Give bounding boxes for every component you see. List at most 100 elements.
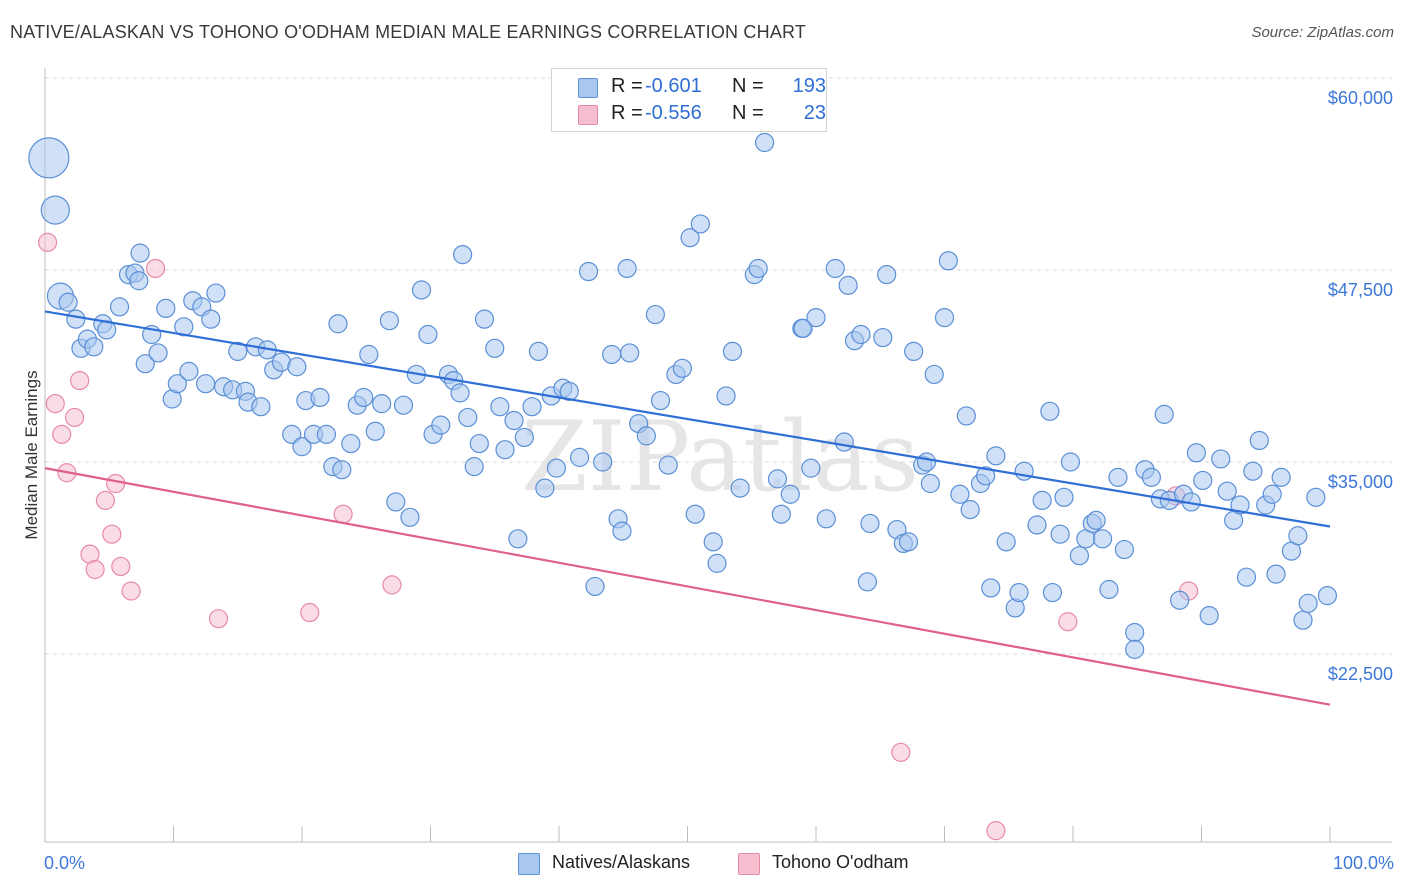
natives-point (379, 311, 399, 331)
natives-point (1054, 487, 1074, 507)
natives-point (730, 478, 750, 498)
natives-point (508, 529, 528, 549)
natives-point (1199, 605, 1219, 626)
y-tick-label: $60,000 (1328, 88, 1393, 108)
natives-point (386, 492, 406, 512)
natives-point (559, 381, 579, 401)
natives-point (464, 457, 484, 477)
natives-point (1032, 490, 1052, 510)
natives-point (156, 298, 176, 318)
natives-point (793, 318, 813, 338)
natives-point (685, 504, 705, 524)
natives-point (1186, 443, 1206, 463)
natives-point (228, 341, 248, 362)
natives-point (722, 341, 743, 362)
natives-point (354, 387, 374, 408)
natives-point (490, 397, 510, 417)
natives-point (938, 251, 958, 271)
natives-point (359, 344, 379, 365)
natives-point (650, 390, 671, 411)
natives-point (167, 374, 187, 394)
y-tick-label: $22,500 (1328, 664, 1393, 684)
natives-point (1154, 404, 1174, 424)
natives-point (130, 243, 150, 263)
source-label: Source: ZipAtlas.com (1251, 24, 1394, 41)
natives-point (1009, 582, 1029, 603)
natives-point (365, 421, 385, 441)
natives-point (806, 308, 826, 328)
natives-point (578, 261, 599, 282)
natives-point (801, 458, 821, 478)
natives-point (251, 397, 271, 417)
natives-point (585, 576, 605, 597)
natives-point (28, 137, 70, 179)
natives-point (1243, 461, 1263, 481)
natives-point (569, 447, 590, 467)
natives-point (636, 426, 656, 446)
natives-point (617, 258, 637, 279)
natives-point (672, 358, 692, 378)
natives-point (1042, 582, 1063, 603)
natives-point (1266, 564, 1286, 584)
tohono-point (145, 258, 166, 279)
natives-point (528, 341, 549, 362)
natives-point (546, 458, 567, 478)
chart-title: NATIVE/ALASKAN VS TOHONO O'ODHAM MEDIAN … (10, 22, 807, 42)
natives-point (1141, 467, 1161, 487)
natives-point (1099, 579, 1119, 600)
natives-point (109, 297, 130, 317)
natives-point (780, 484, 800, 504)
tohono-point (64, 407, 85, 428)
natives-point (316, 424, 337, 444)
y-tick-label: $35,000 (1328, 472, 1393, 492)
natives-point (920, 473, 940, 494)
tohono-trend-line (44, 467, 1331, 706)
natives-point (771, 504, 791, 524)
natives-point (287, 357, 307, 377)
natives-point (898, 532, 919, 552)
natives-point (873, 327, 893, 348)
natives-point (495, 440, 515, 460)
natives-point (196, 374, 216, 394)
legend-swatch-blue (578, 78, 598, 98)
natives-point (1298, 593, 1318, 613)
legend-r-tohono: -0.556 (645, 102, 702, 124)
natives-point (1230, 495, 1250, 515)
natives-point (1306, 487, 1326, 507)
grid-lines (45, 77, 1392, 655)
tohono-point (95, 490, 115, 510)
legend-n-tohono: 23 (803, 102, 826, 124)
tohono-point (52, 424, 72, 444)
legend-swatch-pink (578, 105, 598, 125)
natives-point (857, 572, 878, 592)
natives-point (504, 410, 524, 431)
natives-point (1288, 526, 1308, 546)
natives-point (986, 446, 1006, 466)
natives-point (282, 424, 302, 444)
natives-point (748, 258, 768, 279)
natives-point (707, 553, 727, 573)
natives-point (612, 521, 632, 541)
natives-point (956, 406, 976, 426)
natives-point (860, 513, 880, 534)
natives-point (690, 214, 710, 234)
natives-point (838, 275, 858, 295)
natives-point (976, 466, 996, 486)
natives-point (1262, 484, 1282, 504)
natives-point (485, 338, 505, 358)
tohono-point (986, 821, 1006, 841)
natives-point (816, 509, 836, 529)
y-tick-labels: $22,500 $35,000 $47,500 $60,000 (1328, 88, 1393, 684)
natives-trend-line (44, 310, 1331, 528)
tohono-point (102, 524, 122, 544)
natives-point (174, 317, 194, 337)
tohono-point (70, 370, 90, 391)
natives-point (825, 258, 845, 279)
natives-point (1236, 567, 1257, 587)
natives-point (84, 337, 104, 357)
natives-point (877, 265, 897, 285)
natives-point (328, 314, 348, 334)
natives-point (400, 507, 420, 527)
tohono-point (85, 559, 105, 580)
